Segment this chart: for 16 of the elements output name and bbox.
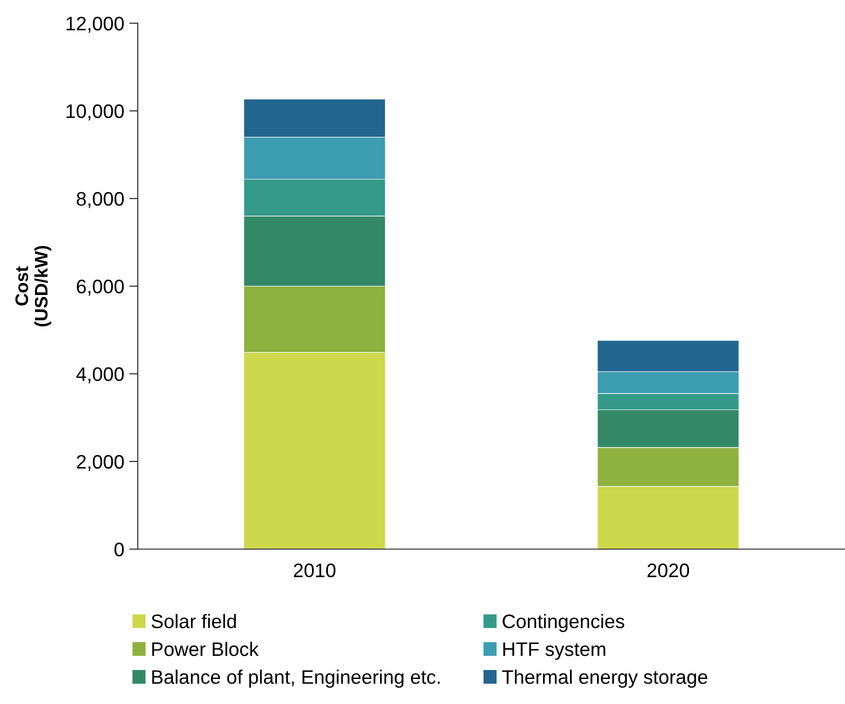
y-axis-title: Cost (USD/kW): [15, 246, 52, 326]
legend-label: HTF system: [503, 642, 606, 660]
y-tick-label: 2,000: [76, 454, 124, 472]
legend-label: Balance of plant, Engineering etc.: [152, 670, 440, 688]
legend-label: Power Block: [152, 642, 259, 656]
legend-label: Solar field: [152, 614, 236, 628]
y-tick-label: 10,000: [66, 104, 124, 120]
x-tick-label: 2010: [294, 564, 336, 578]
legend-label: Thermal energy storage: [502, 670, 708, 688]
y-tick-label: 0: [114, 542, 124, 556]
y-tick-label: 8,000: [76, 192, 124, 208]
y-tick-label: 12,000: [66, 16, 124, 33]
y-tick-label: 4,000: [76, 367, 124, 384]
legend-label: Contingencies: [502, 614, 624, 632]
y-tick-label: 6,000: [76, 280, 124, 296]
x-tick-label: 2020: [648, 564, 690, 578]
